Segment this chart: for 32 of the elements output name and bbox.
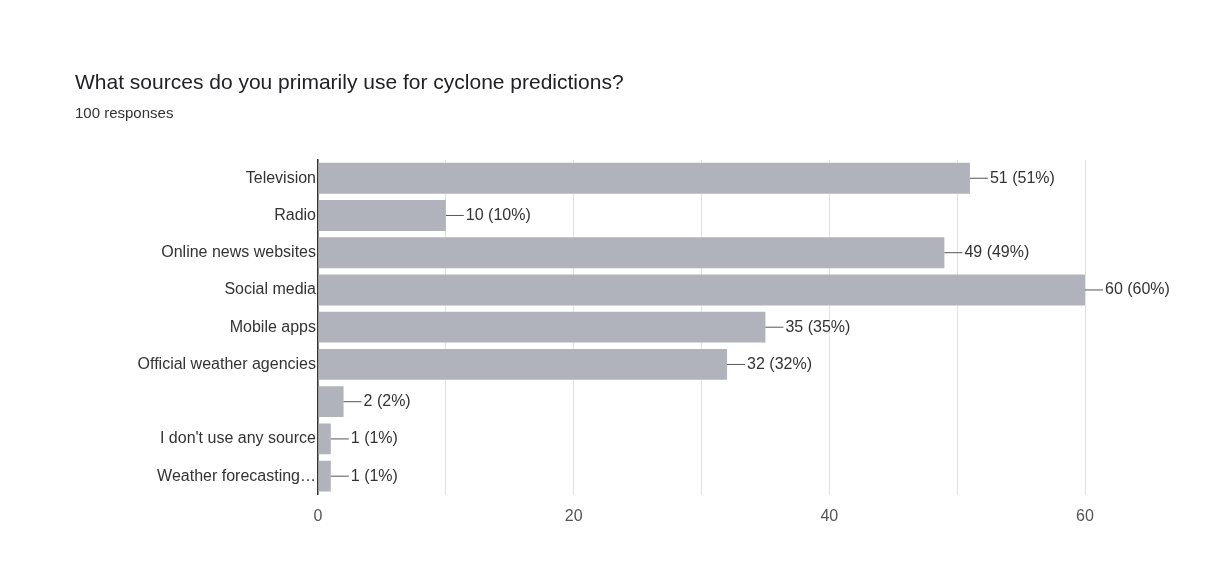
data-label: 49 (49%): [964, 243, 1030, 261]
y-tick-label: Official weather agencies: [137, 354, 316, 372]
bar: [318, 162, 970, 194]
x-tick-label: 40: [820, 506, 839, 524]
data-label: 60 (60%): [1105, 280, 1170, 298]
bar: [318, 274, 1085, 306]
data-label: 2 (2%): [363, 392, 411, 410]
y-tick-label: Weather forecasting…: [157, 466, 316, 484]
data-label: 1 (1%): [350, 466, 398, 484]
y-tick-label: Mobile apps: [229, 317, 316, 335]
bar: [318, 311, 766, 343]
data-label: 1 (1%): [350, 429, 398, 447]
x-tick-label: 60: [1076, 506, 1094, 524]
x-tick-label: 0: [313, 506, 323, 524]
chart-title: What sources do you primarily use for cyclone predictions?: [75, 70, 624, 94]
y-tick-label: Social media: [224, 280, 317, 298]
bar: [318, 460, 331, 492]
data-label: 51 (51%): [989, 168, 1055, 186]
bar: [318, 200, 446, 231]
data-label: 32 (32%): [747, 354, 812, 372]
y-tick-label: Television: [245, 168, 316, 186]
y-tick-label: Radio: [274, 205, 317, 223]
data-label: 35 (35%): [785, 317, 851, 335]
bar: [318, 423, 331, 455]
x-tick-label: 20: [564, 506, 583, 524]
y-tick-label: I don't use any source: [159, 429, 317, 447]
bar: [318, 237, 945, 269]
bar: [318, 386, 344, 418]
text: 100 responses: [75, 104, 174, 121]
y-tick-label: Online news websites: [161, 243, 316, 261]
bar: [318, 349, 728, 380]
data-label: 10 (10%): [465, 205, 531, 223]
